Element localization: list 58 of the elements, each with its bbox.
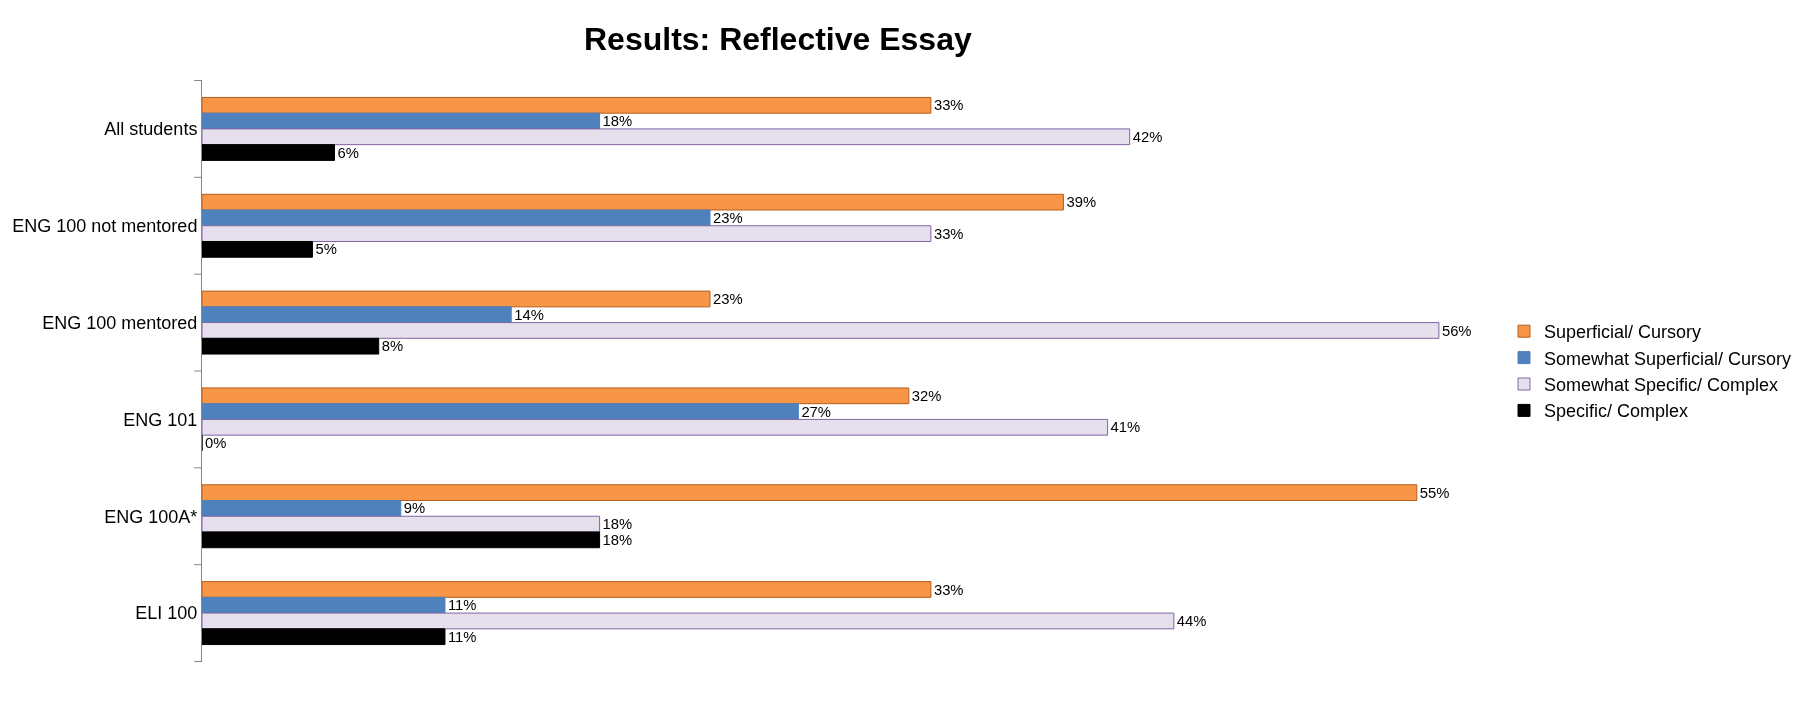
- bar: [202, 581, 932, 598]
- y-tick-label: ENG 100A*: [104, 506, 198, 527]
- bar: [202, 612, 1175, 630]
- legend-label: Somewhat Specific/ Complex: [1544, 375, 1779, 396]
- data-label: 11%: [447, 628, 477, 645]
- data-label: 5%: [315, 241, 337, 258]
- bar: [202, 500, 402, 517]
- bar: [202, 337, 380, 355]
- legend-label: Specific/ Complex: [1544, 401, 1689, 422]
- data-label: 56%: [1441, 322, 1472, 339]
- bar: [202, 484, 1418, 502]
- data-label: 18%: [602, 531, 633, 548]
- y-tick-label: ENG 100 mentored: [42, 312, 198, 333]
- bar: [202, 290, 711, 308]
- data-label: 55%: [1419, 484, 1450, 501]
- bar: [202, 322, 1440, 339]
- data-label: 18%: [602, 516, 633, 533]
- data-label: 33%: [933, 97, 964, 114]
- bar: [202, 306, 512, 324]
- y-tick-label: ENG 101: [123, 409, 198, 430]
- bar: [202, 128, 1131, 146]
- data-label: 0%: [205, 435, 227, 452]
- bar: [202, 209, 711, 227]
- y-tick-label: All students: [104, 119, 198, 140]
- bar: [202, 418, 1109, 436]
- data-label: 42%: [1132, 128, 1163, 145]
- data-label: 18%: [602, 113, 633, 130]
- data-label: 32%: [911, 387, 942, 404]
- data-label: 27%: [801, 403, 831, 420]
- data-label: 41%: [1110, 419, 1141, 436]
- bar: [202, 628, 446, 646]
- bar: [202, 144, 336, 161]
- data-label: 14%: [514, 306, 544, 323]
- data-label: 9%: [403, 500, 426, 517]
- chart-title: Results: Reflective Essay: [583, 21, 972, 58]
- bar: [202, 387, 910, 405]
- y-tick-label: ELI 100: [135, 603, 198, 624]
- legend-label: Superficial/ Cursory: [1544, 322, 1702, 343]
- y-tick-label: ENG 100 not mentored: [12, 216, 198, 237]
- data-label: 11%: [447, 597, 477, 614]
- bar: [202, 515, 601, 533]
- bar: [202, 112, 601, 130]
- data-label: 44%: [1176, 613, 1207, 630]
- data-label: 23%: [713, 209, 743, 226]
- bar: [202, 225, 932, 242]
- bar: [202, 531, 601, 549]
- legend-label: Somewhat Superficial/ Cursory: [1544, 348, 1792, 369]
- data-label: 8%: [381, 338, 404, 355]
- data-label: 33%: [933, 225, 964, 242]
- data-label: 33%: [933, 581, 964, 598]
- bar: [202, 403, 799, 420]
- data-label: 6%: [337, 144, 359, 161]
- bar: [202, 193, 1064, 211]
- bar: [202, 96, 932, 114]
- bar: [202, 596, 446, 614]
- data-label: 23%: [713, 291, 743, 308]
- data-label: 39%: [1066, 194, 1097, 211]
- bar: [202, 240, 313, 258]
